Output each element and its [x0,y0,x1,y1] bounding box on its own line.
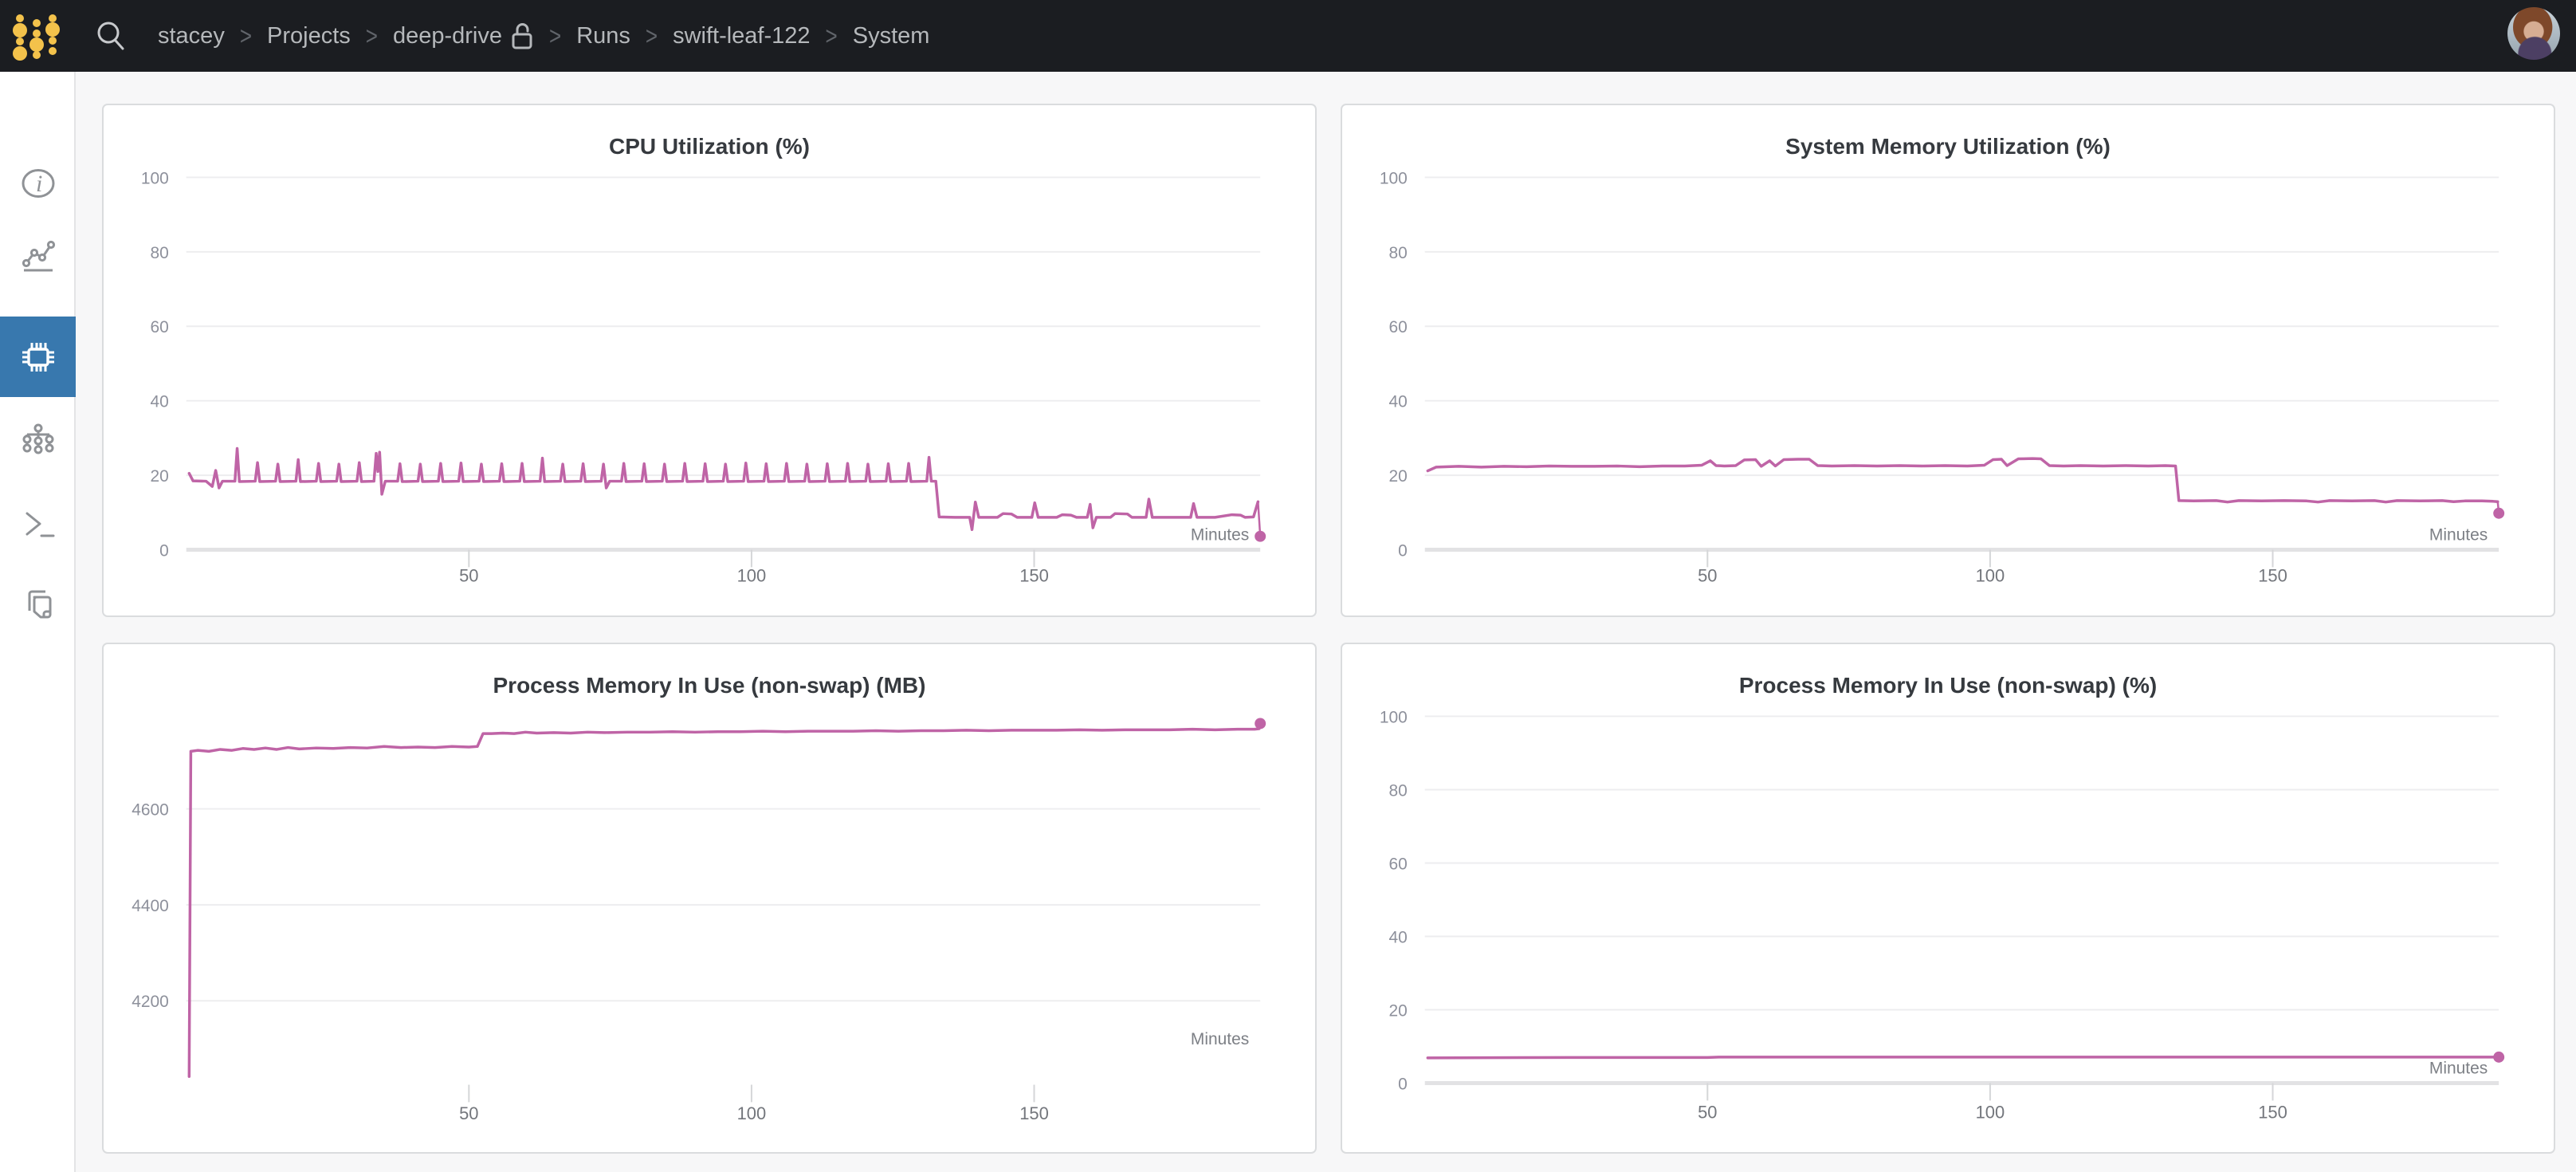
breadcrumb-projects[interactable]: Projects [267,22,351,49]
sidebar-item-overview[interactable]: i [0,147,76,220]
sidebar-item-system[interactable] [0,317,76,397]
svg-text:40: 40 [1388,928,1407,946]
svg-text:50: 50 [459,565,478,585]
cpu-chip-icon [22,342,54,372]
svg-text:100: 100 [1976,1102,2005,1122]
sidebar-item-files[interactable] [0,568,76,641]
breadcrumb: stacey > Projects > deep-drive > Runs > … [158,0,929,72]
line-chart-icon [22,240,55,272]
breadcrumb-project-label: deep-drive [392,22,502,49]
chart-title: Process Memory In Use (non-swap) (MB) [493,673,926,698]
model-graph-icon [22,423,53,454]
chart-panel-process-memory-pct[interactable]: Process Memory In Use (non-swap) (%) 0 20… [1341,643,2555,1154]
svg-text:80: 80 [150,244,168,262]
svg-text:50: 50 [1698,1102,1717,1122]
run-sidebar-nav: i [0,72,76,1172]
svg-text:60: 60 [150,318,168,336]
breadcrumb-runs[interactable]: Runs [576,22,630,49]
svg-text:100: 100 [1380,169,1408,187]
process-memory-mb-chart[interactable]: 4200 4400 4600 50 100 150 Minutes [104,644,1315,1152]
svg-text:0: 0 [1398,1076,1408,1094]
svg-text:Minutes: Minutes [1191,1030,1249,1048]
svg-text:20: 20 [1388,1002,1407,1021]
info-icon: i [22,169,54,198]
breadcrumb-separator: > [549,20,562,51]
svg-text:60: 60 [1388,318,1407,336]
breadcrumb-project[interactable]: deep-drive [393,22,534,49]
chart-panel-system-memory[interactable]: System Memory Utilization (%) 0 20 40 60 80 1… [1341,104,2555,617]
chart-title: System Memory Utilization (%) [1785,134,2111,159]
top-navigation-bar: stacey > Projects > deep-drive > Runs > … [0,0,2576,72]
svg-text:4600: 4600 [132,801,169,820]
chart-title: CPU Utilization (%) [609,134,810,159]
chart-title: Process Memory In Use (non-swap) (%) [1738,673,2158,698]
svg-text:60: 60 [1388,855,1407,873]
svg-text:Minutes: Minutes [2429,1060,2488,1078]
files-icon [28,590,51,619]
svg-text:40: 40 [1388,393,1407,411]
breadcrumb-separator: > [645,20,658,51]
breadcrumb-separator: > [365,20,378,51]
svg-text:100: 100 [141,169,169,187]
chart-panel-cpu-utilization[interactable]: CPU Utilization (%) 0 20 40 60 80 100 50 100 150… [102,104,1317,617]
svg-text:0: 0 [159,541,169,560]
breadcrumb-separator: > [825,20,838,51]
wandb-logo-icon[interactable] [13,10,64,61]
svg-text:150: 150 [2258,565,2287,585]
breadcrumb-page[interactable]: System [852,22,930,49]
breadcrumb-entity[interactable]: stacey [158,22,225,49]
svg-text:50: 50 [459,1103,478,1123]
svg-text:100: 100 [737,1103,767,1123]
svg-text:100: 100 [1976,565,2005,585]
sidebar-item-charts[interactable] [0,219,76,293]
search-icon[interactable] [96,21,126,51]
svg-text:80: 80 [1388,244,1407,262]
svg-text:20: 20 [150,467,168,486]
unlocked-padlock-icon [512,23,532,49]
svg-text:40: 40 [150,393,168,411]
svg-text:Minutes: Minutes [2429,526,2488,545]
breadcrumb-run-name[interactable]: swift-leaf-122 [673,22,811,49]
sidebar-item-model[interactable] [0,403,76,477]
svg-text:0: 0 [1398,541,1408,560]
terminal-icon [26,512,54,537]
svg-text:Minutes: Minutes [1191,526,1249,545]
svg-text:50: 50 [1698,565,1717,585]
user-avatar[interactable] [2507,7,2560,60]
process-memory-pct-chart[interactable]: 0 20 40 60 80 100 50 100 150 Minutes [1342,644,2554,1152]
svg-text:20: 20 [1388,467,1407,486]
svg-text:150: 150 [2258,1102,2287,1122]
svg-text:100: 100 [1380,708,1408,726]
svg-text:4200: 4200 [132,993,169,1011]
breadcrumb-separator: > [239,20,253,51]
svg-text:i: i [36,171,42,197]
chart-panel-process-memory-mb[interactable]: Process Memory In Use (non-swap) (MB) 42… [102,643,1317,1154]
sidebar-item-logs[interactable] [0,486,76,560]
cpu-utilization-chart[interactable]: 0 20 40 60 80 100 50 100 150 Minutes [104,105,1315,615]
svg-text:80: 80 [1388,781,1407,800]
system-memory-chart[interactable]: 0 20 40 60 80 100 50 100 150 Minutes [1342,105,2554,615]
svg-text:150: 150 [1019,1103,1049,1123]
svg-text:100: 100 [737,565,767,585]
svg-text:150: 150 [1019,565,1049,585]
svg-text:4400: 4400 [132,897,169,915]
